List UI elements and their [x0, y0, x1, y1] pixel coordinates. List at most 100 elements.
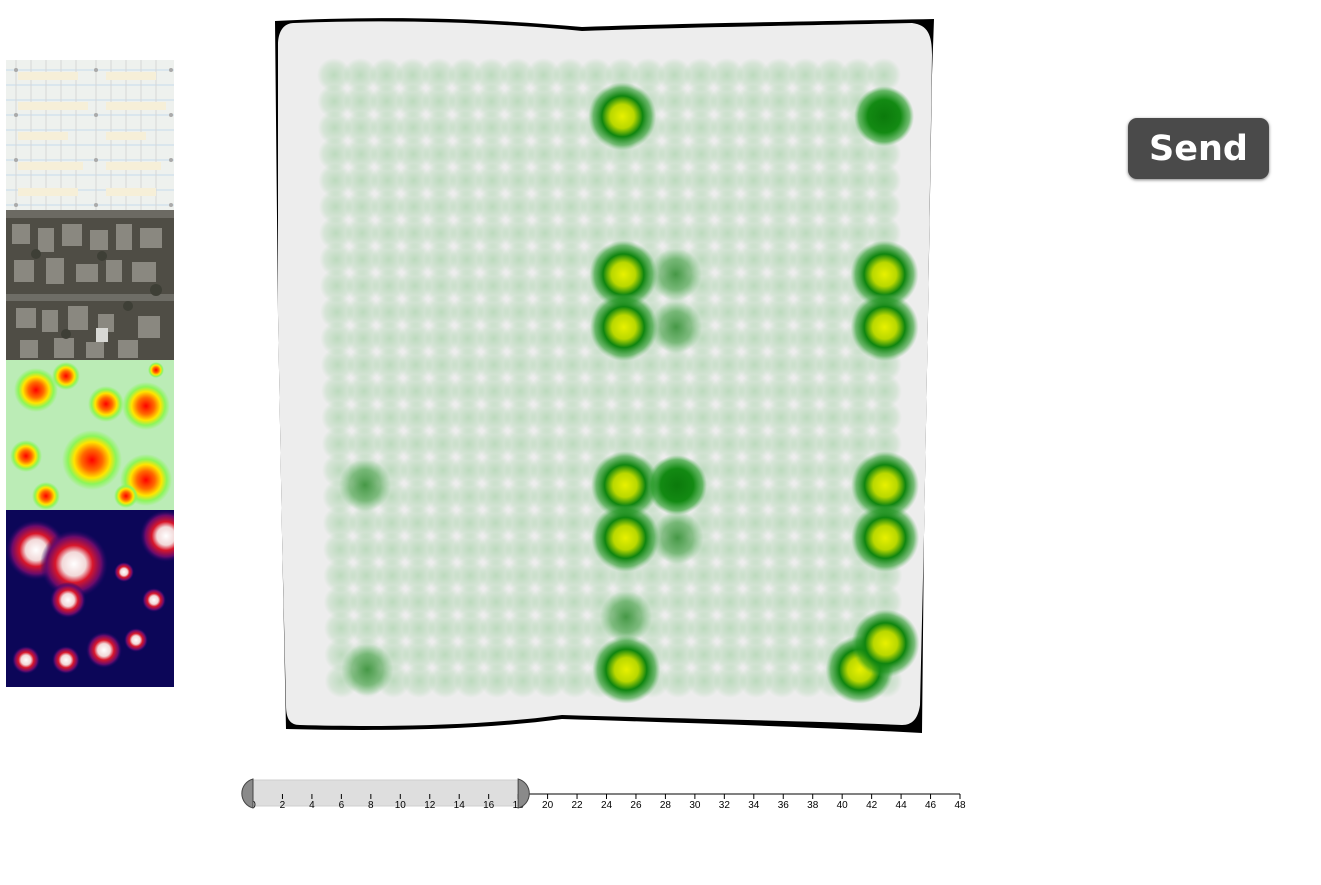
slider-right-handle[interactable]	[517, 778, 530, 809]
heatmap-cell	[554, 295, 589, 330]
heatmap-cell	[556, 479, 591, 514]
heatmap-hotspot	[649, 248, 702, 301]
heatmap-cell	[501, 216, 536, 251]
heatmap-cell	[527, 163, 562, 198]
heatmap-cell	[552, 58, 587, 92]
heatmap-cell	[686, 558, 721, 593]
slider-tick-label: 40	[837, 800, 849, 811]
heatmap-cell	[815, 400, 850, 435]
heatmap-cell	[685, 374, 720, 409]
heatmap-cell	[764, 558, 799, 593]
heatmap-cell	[373, 400, 408, 435]
street-map-image	[6, 60, 174, 210]
heatmap-cell	[450, 347, 485, 382]
slider-tick-label: 16	[483, 800, 495, 811]
slider-tick-label: 42	[866, 800, 878, 811]
heatmap-cell	[320, 321, 355, 356]
heatmap-cell	[712, 584, 747, 619]
heatmap-cell	[319, 242, 354, 277]
heatmap-cell	[323, 532, 357, 567]
heatmap-cell	[841, 400, 876, 435]
heatmap-cell	[789, 295, 824, 330]
dark-heatmap-thumbnail[interactable]	[6, 510, 174, 687]
heatmap-cell	[736, 163, 771, 198]
heatmap-cell	[790, 664, 825, 698]
heatmap-hotspot	[591, 503, 660, 572]
heatmap-cell	[657, 110, 692, 145]
heatmap-cell	[424, 321, 459, 356]
heatmap-cell	[369, 58, 404, 92]
heatmap-cell	[346, 295, 381, 330]
heatmap-cell	[451, 374, 486, 409]
heatmap-cell	[475, 189, 510, 224]
heatmap-cell	[710, 137, 745, 172]
heatmap-cell	[426, 453, 461, 488]
timeline-slider[interactable]: 0246810121416182022242628303234363840424…	[236, 774, 976, 814]
heatmap-cell	[528, 321, 563, 356]
slider-ticks: 0246810121416182022242628303234363840424…	[250, 794, 966, 811]
thumbnail-strip	[6, 60, 174, 687]
heatmap-cell	[738, 558, 773, 593]
heatmap-cell	[814, 84, 849, 119]
slider-tick-label: 46	[925, 800, 937, 811]
heatmap-cell	[370, 189, 405, 224]
heatmap-cell	[321, 426, 356, 461]
heatmap-cell	[816, 611, 851, 646]
heatmap-cell	[396, 110, 431, 145]
heatmap-cell	[370, 163, 405, 198]
send-button[interactable]: Send	[1128, 118, 1269, 179]
heatmap-cell	[528, 268, 563, 303]
heatmap-canvas[interactable]	[272, 15, 937, 737]
heatmap-cell	[554, 242, 589, 277]
heatmap-cell	[686, 611, 721, 646]
heatmap-cell	[790, 532, 825, 567]
heatmap-cell	[736, 216, 771, 251]
heatmap-cell	[557, 664, 592, 698]
slider-tick-label: 34	[748, 800, 760, 811]
heatmap-cell	[399, 400, 434, 435]
heatmap-hotspot	[588, 82, 657, 151]
heatmap-cell	[453, 558, 488, 593]
heatmap-cell	[683, 110, 718, 145]
heatmap-cell	[552, 84, 587, 119]
street-map-thumbnail[interactable]	[6, 60, 174, 210]
heatmap-cell	[738, 584, 773, 619]
slider-left-handle[interactable]	[241, 778, 254, 809]
heatmap-cell	[501, 163, 536, 198]
heatmap-cell	[423, 216, 458, 251]
heatmap-cell	[683, 84, 718, 119]
heatmap-hotspots	[339, 82, 920, 704]
heatmap-cell	[659, 347, 694, 382]
slider-tick-label: 4	[309, 800, 315, 811]
heatmap-cell	[371, 242, 406, 277]
heatmap-cell	[660, 584, 695, 619]
heatmap-cell	[374, 532, 409, 567]
heatmap-cell	[739, 664, 774, 698]
heatmap-cell	[323, 558, 358, 593]
heatmap-cell	[422, 163, 457, 198]
heatmap-cell	[660, 558, 695, 593]
heatmap-cell	[711, 295, 746, 330]
heatmap-cell	[736, 189, 771, 224]
heatmap-cell	[529, 374, 564, 409]
heatmap-cell	[763, 295, 798, 330]
heatmap-cell	[529, 347, 564, 382]
slider-tick-label: 10	[395, 800, 407, 811]
heatmap-cell	[318, 163, 353, 198]
heatmap-cell	[322, 505, 357, 540]
heatmap-cell	[530, 479, 565, 514]
heatmap-cell	[736, 137, 771, 172]
heatmap-cell	[711, 426, 746, 461]
heatmap-cell	[737, 400, 772, 435]
heatmap-cell	[814, 110, 849, 145]
heatmap-cell	[348, 505, 383, 540]
heatmap-cell	[605, 163, 640, 198]
heatmap-cell	[500, 110, 535, 145]
slider-tick-label: 22	[571, 800, 583, 811]
dark-heatmap-image	[6, 510, 174, 687]
heatmap-cell	[452, 453, 487, 488]
heatmap-cell	[373, 374, 408, 409]
satellite-thumbnail[interactable]	[6, 210, 174, 360]
rainbow-heatmap-thumbnail[interactable]	[6, 360, 174, 510]
heatmap-cell	[737, 295, 772, 330]
